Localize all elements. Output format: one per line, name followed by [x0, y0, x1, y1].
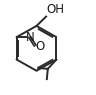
Text: OH: OH	[47, 3, 65, 16]
Text: N: N	[26, 31, 35, 44]
Text: O: O	[36, 40, 45, 53]
